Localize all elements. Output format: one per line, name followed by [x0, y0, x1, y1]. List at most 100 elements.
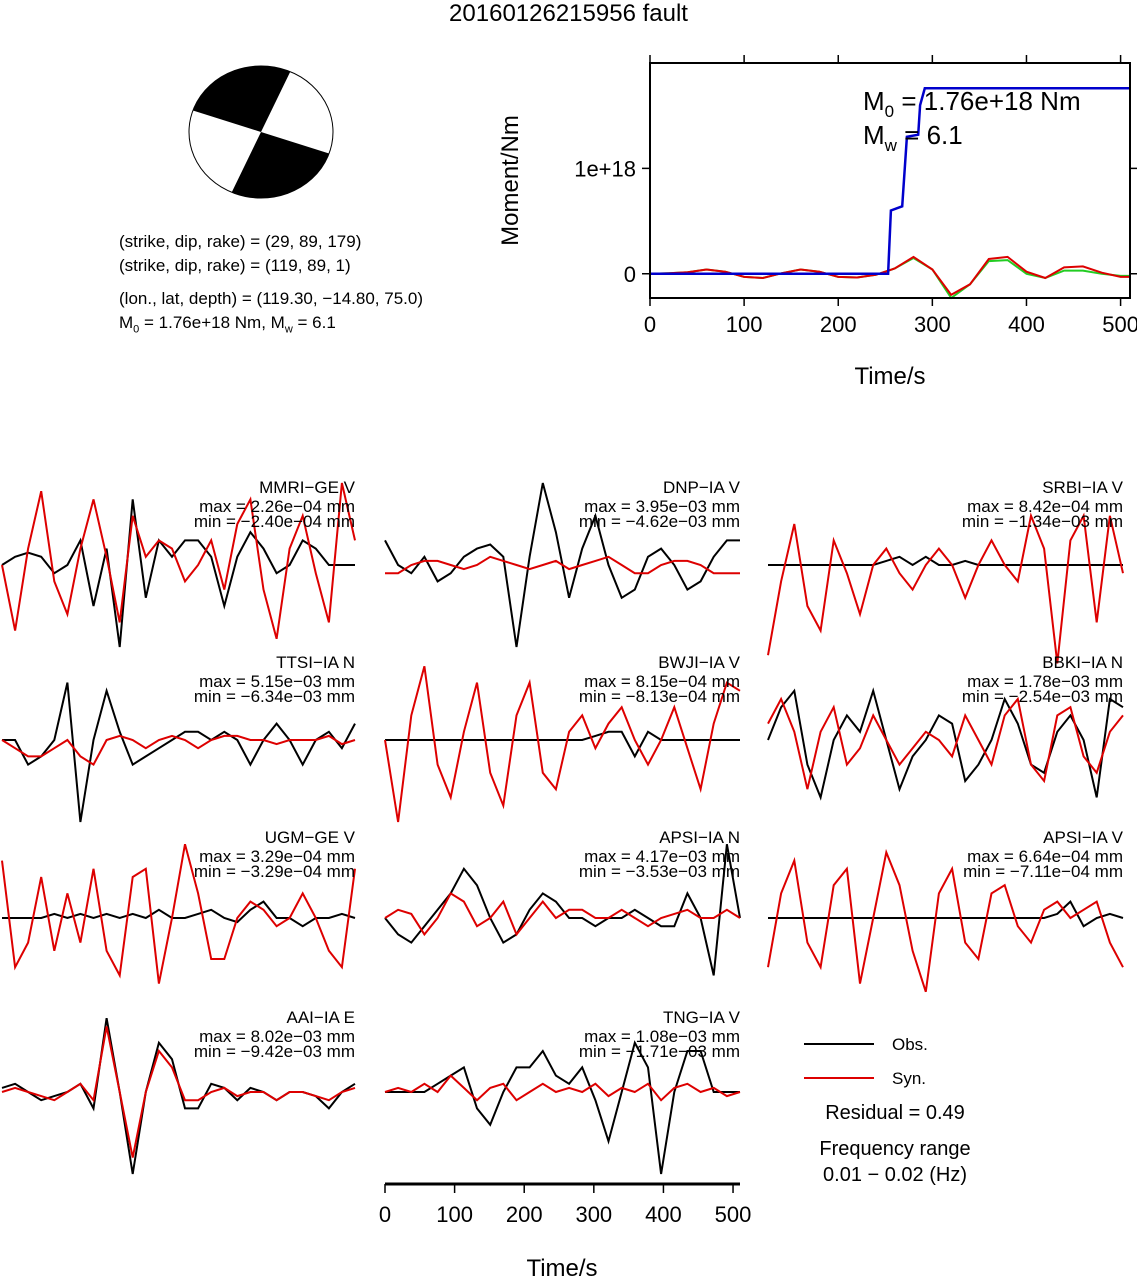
moment-xtick-label: 400: [1008, 312, 1045, 337]
moment-annotation-m0: M0 = 1.76e+18 Nm: [863, 86, 1081, 121]
station-max: max = 1.78e−03 mm: [967, 672, 1123, 691]
waveform-xtick-label: 0: [379, 1202, 391, 1227]
moment-ytick-label: 1e+18: [574, 156, 636, 181]
station-min: min = −3.29e−04 mm: [194, 862, 355, 881]
station-max: max = 8.02e−03 mm: [199, 1027, 355, 1046]
synthetic-trace: [385, 555, 740, 575]
moment-info-mw: = 6.1: [292, 313, 336, 332]
station-max: max = 6.64e−04 mm: [967, 847, 1123, 866]
waveform-xtick-label: 100: [436, 1202, 473, 1227]
moment-xtick-label: 500: [1102, 312, 1137, 337]
station-max: max = 3.95e−03 mm: [584, 497, 740, 516]
moment-xtick-label: 200: [820, 312, 857, 337]
moment-annotation-mw: Mw = 6.1: [863, 120, 963, 155]
moment-info: M0 = 1.76e+18 Nm, Mw = 6.1: [119, 312, 336, 340]
observed-trace: [767, 687, 1124, 801]
station-min: min = −2.54e−03 mm: [962, 687, 1123, 706]
station-label: SRBI−IA V: [1042, 478, 1123, 497]
moment-series-0: [650, 87, 1130, 276]
synthetic-trace: [1, 734, 356, 767]
synthetic-trace: [767, 512, 1124, 664]
observed-trace: [1, 499, 355, 648]
synthetic-trace: [384, 665, 741, 823]
synthetic-trace: [1, 482, 356, 640]
station-label: TTSI−IA N: [276, 653, 355, 672]
figure-title: 20160126215956 fault: [449, 0, 688, 27]
station-max: max = 1.08e−03 mm: [584, 1027, 740, 1046]
observed-trace: [2, 900, 356, 928]
moment-info-text: = 1.76e+18 Nm, M: [139, 313, 285, 332]
waveform-xtick-label: 500: [715, 1202, 752, 1227]
moment-ytick-label: 0: [624, 262, 636, 287]
station-label: UGM−GE V: [265, 828, 356, 847]
moment-xtick-label: 0: [644, 312, 656, 337]
station-min: min = −1.34e−03 mm: [962, 512, 1123, 531]
observed-trace: [384, 844, 741, 976]
station-max: max = 4.17e−03 mm: [584, 847, 740, 866]
synthetic-trace: [1, 1026, 356, 1158]
legend-obs-label: Obs.: [892, 1035, 928, 1054]
station-label: DNP−IA V: [663, 478, 741, 497]
moment-plot-frame: [649, 62, 1131, 299]
station-max: max = 5.15e−03 mm: [199, 672, 355, 691]
moment-y-axis-label: Moment/Nm: [497, 115, 524, 246]
waveform-xtick-label: 400: [645, 1202, 682, 1227]
synthetic-trace: [1, 843, 356, 984]
moment-info-m: M: [119, 313, 134, 332]
frequency-range-value: 0.01 − 0.02 (Hz): [823, 1164, 967, 1186]
observed-trace: [2, 682, 356, 823]
station-max: max = 3.29e−04 mm: [199, 847, 355, 866]
synthetic-trace: [384, 1074, 741, 1102]
station-label: BBKI−IA N: [1042, 653, 1123, 672]
station-max: max = 8.15e−04 mm: [584, 672, 740, 691]
synthetic-trace: [767, 696, 1124, 790]
station-min: min = −6.34e−03 mm: [194, 687, 355, 706]
station-min: min = −2.40e−04 mm: [194, 512, 355, 531]
station-label: APSI−IA V: [1043, 828, 1124, 847]
moment-info-sub0: 0: [133, 323, 140, 336]
station-min: min = −1.71e−03 mm: [579, 1042, 740, 1061]
observed-trace: [768, 555, 1123, 567]
station-label: TNG−IA V: [663, 1008, 741, 1027]
hypocenter-info: (lon., lat, depth) = (119.30, −14.80, 75…: [119, 289, 423, 308]
station-min: min = −7.11e−04 mm: [963, 862, 1123, 881]
moment-function-chart: 0 100 200 300 400 500 0 1e+18 Time/s Moment/Nm M0 …: [497, 55, 1137, 390]
moment-series-1: [649, 256, 1130, 300]
nodal-plane-2: (strike, dip, rake) = (119, 89, 1): [119, 256, 351, 275]
station-label: BWJI−IA V: [658, 653, 740, 672]
waveform-xtick-label: 300: [575, 1202, 612, 1227]
legend-syn-label: Syn.: [892, 1069, 926, 1088]
moment-x-axis-label: Time/s: [854, 363, 925, 390]
synthetic-trace: [384, 891, 741, 937]
frequency-range-title: Frequency range: [819, 1138, 971, 1160]
legend: Obs. Syn.: [804, 1035, 928, 1088]
residual-text: Residual = 0.49: [825, 1102, 965, 1124]
observed-trace: [385, 1040, 740, 1175]
observed-trace: [385, 730, 740, 759]
station-min: min = −8.13e−04 mm: [579, 687, 740, 706]
observed-trace: [768, 899, 1124, 928]
station-min: min = −4.62e−03 mm: [579, 512, 740, 531]
moment-xtick-label: 100: [726, 312, 763, 337]
station-max: max = 2.26e−04 mm: [199, 497, 355, 516]
focal-mechanism-beachball-icon: [188, 65, 334, 199]
synthetic-trace: [767, 848, 1124, 993]
nodal-plane-1: (strike, dip, rake) = (29, 89, 179): [119, 232, 362, 251]
station-min: min = −3.53e−03 mm: [579, 862, 740, 881]
waveform-x-axis-label: Time/s: [526, 1255, 597, 1281]
station-label: AAI−IA E: [286, 1008, 355, 1027]
moment-info-subw: w: [284, 323, 293, 336]
waveform-xtick-label: 200: [506, 1202, 543, 1227]
